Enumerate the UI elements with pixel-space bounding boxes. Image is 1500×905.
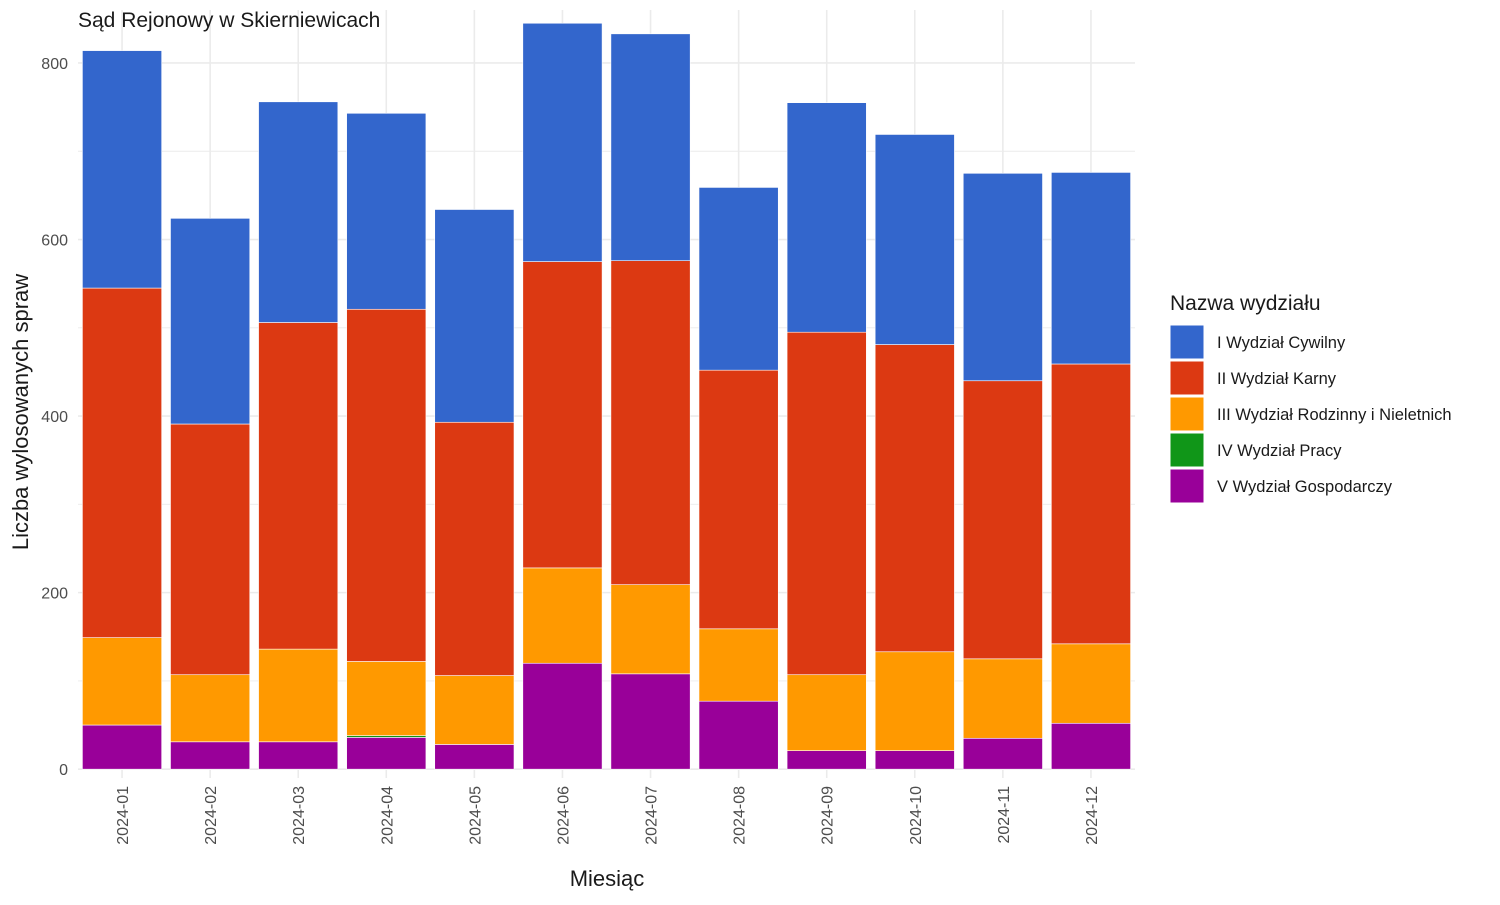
bar-segment <box>1051 172 1131 365</box>
x-axis-title: Miesiąc <box>570 866 645 891</box>
bar-segment <box>258 101 339 323</box>
x-tick-label: 2024-12 <box>1084 786 1101 845</box>
bar-segment <box>962 737 1043 770</box>
bar-segment <box>610 584 691 675</box>
bar-segment <box>786 331 867 676</box>
bar-segment <box>170 218 251 425</box>
x-tick-label: 2024-11 <box>996 786 1013 844</box>
y-axis-ticks: 0 200 400 600 800 <box>41 56 68 779</box>
legend-label: II Wydział Karny <box>1217 370 1337 388</box>
bar-segment <box>1051 643 1131 724</box>
bar-segment <box>1051 363 1131 645</box>
bar-segment <box>1051 722 1131 770</box>
bar-segment <box>522 22 603 262</box>
y-tick-label: 0 <box>59 762 68 779</box>
bar-segment <box>434 675 515 745</box>
bar-segment <box>522 261 603 569</box>
bar-segment <box>698 700 779 770</box>
legend-label: III Wydział Rodzinny i Nieletnich <box>1217 406 1452 424</box>
bar-segment <box>874 134 955 345</box>
x-tick-label: 2024-06 <box>555 786 572 845</box>
bar-segment <box>434 421 515 676</box>
x-tick-label: 2024-02 <box>203 786 220 845</box>
bar-segment <box>874 344 955 653</box>
legend-swatch <box>1169 468 1205 504</box>
x-tick-label: 2024-03 <box>291 786 308 845</box>
y-tick-label: 800 <box>41 56 68 73</box>
legend-swatch <box>1169 324 1205 360</box>
bar-segment <box>346 737 427 770</box>
bar-segment <box>610 33 691 262</box>
x-tick-label: 2024-10 <box>908 786 925 845</box>
bar-segment <box>82 287 162 638</box>
bar-segment <box>82 637 162 726</box>
bar-segment <box>434 209 515 423</box>
bar-segment <box>786 674 867 751</box>
bar-segment <box>698 628 779 702</box>
bar-segment <box>874 651 955 751</box>
y-axis-title: Liczba wylosowanych spraw <box>8 274 33 550</box>
x-tick-label: 2024-08 <box>732 786 749 845</box>
legend-swatch <box>1169 360 1205 396</box>
bar-segment <box>874 750 955 770</box>
x-axis-ticks: 2024-01 2024-02 2024-03 2024-04 2024-05 2024-… <box>115 786 1101 845</box>
bar-segment <box>698 369 779 630</box>
bar-segment <box>346 661 427 736</box>
x-tick-label: 2024-01 <box>115 786 132 845</box>
bar-segment <box>522 567 603 664</box>
bar-segment <box>962 658 1043 739</box>
legend-swatch <box>1169 396 1205 432</box>
legend-label: I Wydział Cywilny <box>1217 334 1346 352</box>
legend-title: Nazwa wydziału <box>1170 292 1321 315</box>
legend: Nazwa wydziału I Wydział Cywilny II Wydzi… <box>1169 292 1452 504</box>
bar-segment <box>522 662 603 770</box>
legend-label: IV Wydział Pracy <box>1217 442 1342 460</box>
bar-segment <box>610 260 691 585</box>
bar-segment <box>346 308 427 662</box>
x-tick-label: 2024-09 <box>820 786 837 845</box>
bar-segment <box>258 648 339 743</box>
chart-title: Sąd Rejonowy w Skierniewicach <box>78 9 380 32</box>
bar-segment <box>962 380 1043 660</box>
bar-segment <box>786 102 867 333</box>
bar-segment <box>82 724 162 770</box>
bar-segment <box>434 744 515 770</box>
bar-segment <box>786 750 867 770</box>
y-tick-label: 200 <box>41 586 68 603</box>
bars <box>82 22 1131 770</box>
bar-segment <box>170 674 251 743</box>
legend-items: I Wydział Cywilny II Wydział Karny III Wyd… <box>1169 324 1452 504</box>
bar-segment <box>258 741 339 770</box>
x-tick-label: 2024-04 <box>379 786 396 845</box>
bar-segment <box>962 173 1043 382</box>
bar-segment <box>258 322 339 650</box>
bar-segment <box>346 112 427 310</box>
bar-segment <box>698 187 779 371</box>
x-tick-label: 2024-05 <box>467 786 484 845</box>
bar-segment <box>610 673 691 770</box>
bar-segment <box>82 50 162 289</box>
bar-segment <box>170 423 251 676</box>
x-tick-label: 2024-07 <box>644 786 661 845</box>
legend-swatch <box>1169 432 1205 468</box>
y-tick-label: 400 <box>41 409 68 426</box>
bar-segment <box>170 741 251 770</box>
legend-label: V Wydział Gospodarczy <box>1217 478 1393 496</box>
y-tick-label: 600 <box>41 233 68 250</box>
